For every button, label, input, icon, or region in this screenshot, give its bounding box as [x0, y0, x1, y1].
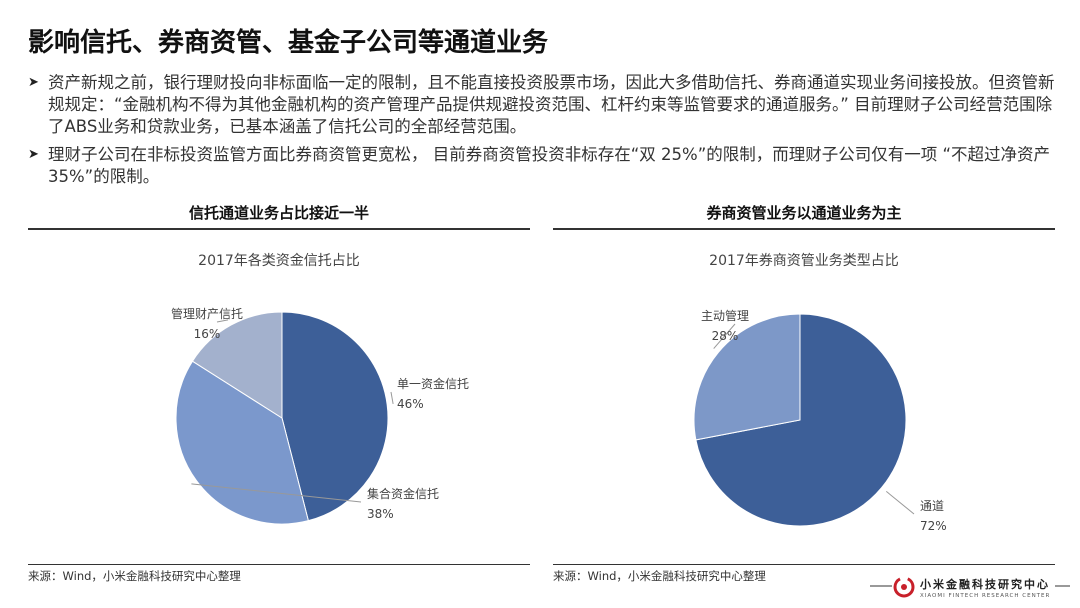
panel-trust: 信托通道业务占比接近一半 2017年各类资金信托占比 单一资金信托 46% 集合资金… [28, 202, 530, 584]
data-label-value: 16% [194, 327, 221, 341]
pie-slice [191, 311, 283, 419]
leader-line [216, 319, 229, 323]
logo: 小米金融科技研究中心 XIAOMI FINTECH RESEARCH CENTE… [870, 572, 1070, 606]
slide-title: 影响信托、券商资管、基金子公司等通道业务 [28, 28, 549, 58]
data-label-name: 管理财产信托 [171, 306, 243, 321]
panel-broker: 券商资管业务以通道业务为主 2017年券商资管业务类型占比 通道 72% 主动管理 2… [553, 202, 1055, 584]
source-note: 来源：Wind，小米金融科技研究中心整理 [553, 564, 1055, 584]
panel-heading: 信托通道业务占比接近一半 [188, 204, 369, 222]
bullet-item: ➤ 理财子公司在非标投资监管方面比券商资管更宽松， 目前券商资管投资非标存在“双 … [28, 144, 1058, 188]
data-label-name: 主动管理 [701, 308, 749, 323]
arrow-bullet-icon: ➤ [28, 147, 39, 162]
pie-chart-broker: 通道 72% 主动管理 28% [693, 308, 947, 533]
divider [553, 228, 1055, 230]
leader-line [191, 483, 362, 503]
bullet-list: ➤ 资产新规之前，银行理财投向非标面临一定的限制，且不能直接投资股票市场，因此大多… [28, 72, 1058, 194]
pie-slice [695, 313, 907, 527]
leader-line [885, 491, 915, 515]
bullet-item: ➤ 资产新规之前，银行理财投向非标面临一定的限制，且不能直接投资股票市场，因此大多… [28, 72, 1058, 138]
leader-line [390, 391, 394, 405]
logo-icon [870, 576, 1070, 598]
logo-text-cn: 小米金融科技研究中心 [920, 578, 1050, 591]
data-label-value: 28% [712, 329, 739, 343]
pie-slice [693, 313, 801, 441]
data-label-value: 72% [920, 519, 947, 533]
panel-heading: 券商资管业务以通道业务为主 [706, 204, 902, 222]
data-label-value: 38% [367, 507, 394, 521]
data-label-name: 集合资金信托 [367, 486, 439, 501]
chart-title: 2017年券商资管业务类型占比 [709, 253, 899, 269]
bullet-text: 资产新规之前，银行理财投向非标面临一定的限制，且不能直接投资股票市场，因此大多借… [48, 73, 1055, 136]
source-note: 来源：Wind，小米金融科技研究中心整理 [28, 564, 530, 584]
divider [28, 228, 530, 230]
pie-slice [281, 311, 389, 522]
pie-slice [175, 360, 309, 525]
arrow-bullet-icon: ➤ [28, 75, 39, 90]
data-label-name: 通道 [920, 499, 944, 513]
bullet-text: 理财子公司在非标投资监管方面比券商资管更宽松， 目前券商资管投资非标存在“双 2… [48, 145, 1051, 186]
logo-text-en: XIAOMI FINTECH RESEARCH CENTER [920, 593, 1051, 599]
chart-title: 2017年各类资金信托占比 [198, 253, 360, 269]
pie-chart-trust: 单一资金信托 46% 集合资金信托 38% 管理财产信托 16% [171, 306, 469, 525]
leader-line [713, 323, 736, 349]
data-label-name: 单一资金信托 [397, 376, 469, 391]
data-label-value: 46% [397, 397, 424, 411]
